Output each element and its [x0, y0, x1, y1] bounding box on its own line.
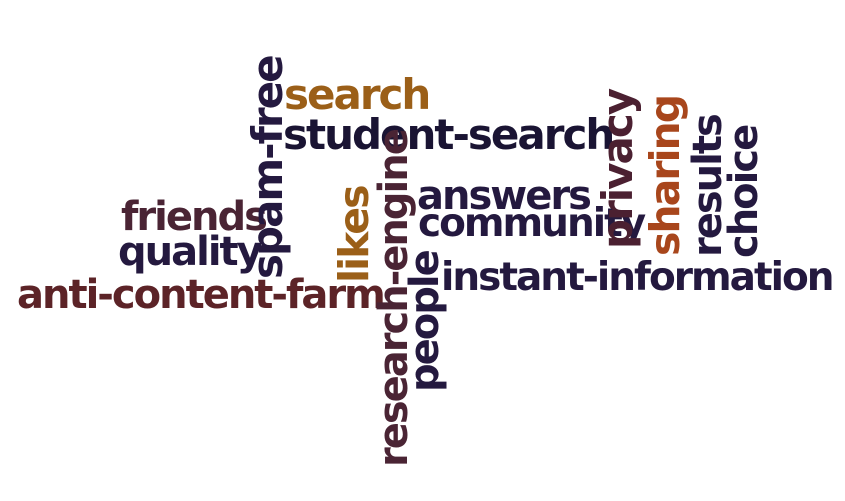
- word-quality: quality: [118, 232, 261, 272]
- word-spam-free: spam-free: [247, 56, 289, 279]
- word-choice: choice: [724, 126, 764, 258]
- word-privacy: privacy: [597, 90, 639, 249]
- word-likes: likes: [334, 187, 375, 283]
- word-instant-information: instant-information: [441, 258, 833, 297]
- word-sharing: sharing: [645, 96, 686, 256]
- word-anti-content-farm: anti-content-farm: [17, 275, 384, 315]
- word-student-search: student-search: [283, 114, 613, 156]
- word-people: people: [405, 251, 445, 392]
